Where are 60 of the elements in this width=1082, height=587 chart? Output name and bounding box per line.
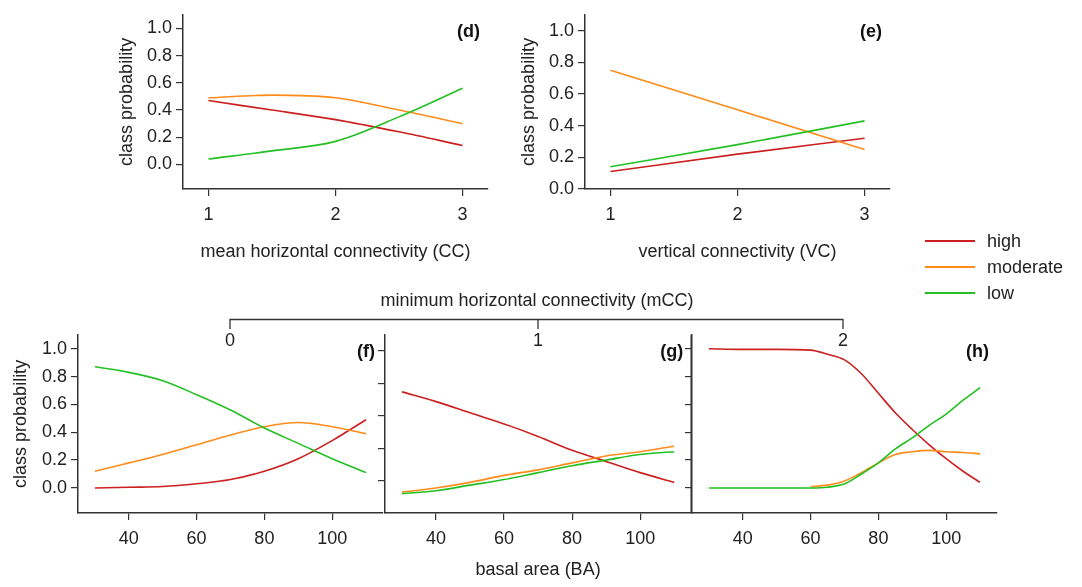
x-tick-label: 80 — [562, 527, 583, 548]
x-tick-label: 60 — [186, 527, 207, 548]
x-tick-label: 100 — [931, 527, 962, 548]
y-tick-label: 0.8 — [548, 51, 574, 72]
annotation: (e) — [860, 20, 882, 41]
x-tick-label: 40 — [732, 527, 753, 548]
legend-label: high — [987, 230, 1022, 252]
annotation: (g) — [660, 340, 684, 361]
y-tick-label: 0.6 — [548, 82, 574, 103]
x-tick-label: 40 — [118, 527, 139, 548]
x-axis-title: vertical connectivity (VC) — [638, 241, 837, 262]
x-tick-label: 60 — [494, 527, 515, 548]
x-tick-label: 80 — [254, 527, 275, 548]
y-axis-title: class probability — [517, 37, 538, 166]
x-axis-title: basal area (BA) — [475, 559, 601, 580]
line-series — [207, 87, 464, 160]
y-tick-label: 0.2 — [146, 126, 172, 147]
y-tick-label: 0.2 — [41, 449, 67, 470]
x-tick-label: 1 — [605, 203, 616, 224]
y-tick-label: 0.0 — [146, 153, 172, 174]
legend-label: low — [987, 282, 1015, 304]
line-series — [94, 418, 367, 489]
line-series — [207, 94, 464, 125]
y-axis-title: class probability — [9, 359, 30, 488]
x-tick-label: 100 — [317, 527, 348, 548]
annotation: 1 — [532, 330, 544, 350]
y-tick-label: 0.4 — [41, 421, 67, 442]
annotation: 2 — [837, 330, 849, 350]
x-tick-label: 80 — [868, 527, 889, 548]
legend-label: moderate — [987, 256, 1064, 278]
x-tick-label: 60 — [800, 527, 821, 548]
y-tick-label: 0.4 — [548, 114, 574, 135]
x-tick-label: 1 — [203, 203, 214, 224]
x-axis-title: mean horizontal connectivity (CC) — [200, 241, 471, 262]
y-tick-label: 0.6 — [41, 393, 67, 414]
annotation: (h) — [966, 340, 989, 361]
annotation: (f) — [357, 340, 375, 361]
annotation: (d) — [457, 20, 480, 41]
y-tick-label: 0.0 — [548, 177, 574, 198]
y-tick-label: 0.6 — [146, 71, 172, 92]
y-tick-label: 0.4 — [146, 99, 172, 120]
y-tick-label: 0.0 — [41, 476, 67, 497]
line-series — [94, 421, 367, 473]
x-tick-label: 2 — [330, 203, 341, 224]
y-tick-label: 1.0 — [146, 17, 172, 38]
text: minimum horizontal connectivity (mCC) — [380, 290, 694, 310]
x-tick-label: 3 — [859, 203, 870, 224]
line-series — [207, 99, 464, 147]
y-axis-title: class probability — [115, 37, 136, 166]
y-tick-label: 0.8 — [146, 44, 172, 65]
x-tick-label: 2 — [732, 203, 743, 224]
annotation: 0 — [224, 330, 236, 350]
x-tick-label: 40 — [426, 527, 447, 548]
y-tick-label: 1.0 — [548, 19, 574, 40]
line-series — [94, 366, 367, 474]
y-tick-label: 0.8 — [41, 365, 67, 386]
y-tick-label: 0.2 — [548, 146, 574, 167]
y-tick-label: 1.0 — [41, 337, 67, 358]
x-tick-label: 3 — [457, 203, 468, 224]
x-tick-label: 100 — [625, 527, 656, 548]
